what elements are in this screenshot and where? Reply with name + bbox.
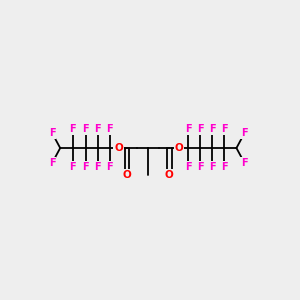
Text: O: O	[114, 143, 123, 153]
Text: F: F	[49, 128, 56, 138]
Text: O: O	[123, 169, 132, 180]
Text: F: F	[196, 162, 203, 172]
Text: O: O	[165, 169, 174, 180]
Text: F: F	[94, 124, 101, 134]
Text: F: F	[241, 158, 248, 168]
Text: F: F	[94, 162, 101, 172]
Text: F: F	[184, 124, 191, 134]
Text: F: F	[196, 124, 203, 134]
Text: F: F	[82, 162, 89, 172]
Text: F: F	[82, 124, 89, 134]
Text: F: F	[241, 128, 248, 138]
Text: F: F	[209, 124, 215, 134]
Text: F: F	[106, 124, 113, 134]
Text: F: F	[221, 124, 228, 134]
Text: F: F	[209, 162, 215, 172]
Text: F: F	[184, 162, 191, 172]
Text: F: F	[221, 162, 228, 172]
Text: F: F	[70, 124, 76, 134]
Text: F: F	[106, 162, 113, 172]
Text: F: F	[70, 162, 76, 172]
Text: F: F	[49, 158, 56, 168]
Text: O: O	[175, 143, 184, 153]
